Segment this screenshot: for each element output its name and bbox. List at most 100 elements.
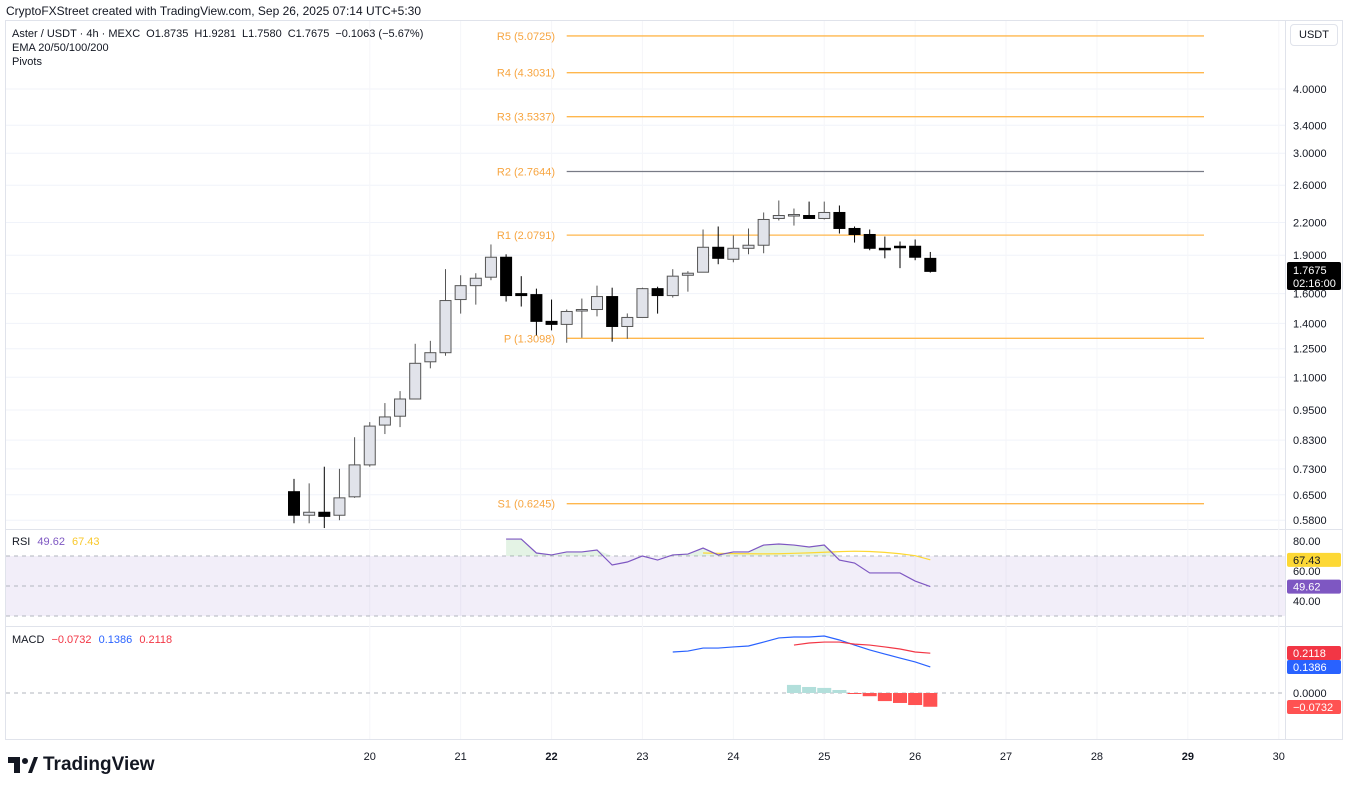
candle	[863, 229, 876, 251]
time-tick: 21	[455, 751, 467, 763]
price-tick: 1.6000	[1293, 289, 1327, 301]
price-tick: 2.2000	[1293, 217, 1327, 229]
candle-body	[621, 316, 634, 327]
candle	[303, 483, 316, 524]
current-price-label: 1.7675 02:16:00	[1287, 262, 1341, 290]
rsi-title: RSI	[12, 536, 31, 548]
candle	[424, 340, 437, 369]
candle	[333, 468, 346, 521]
rsi-tick: 60.00	[1293, 566, 1321, 578]
macd-hist-value: −0.0732	[51, 634, 92, 646]
candle	[757, 212, 770, 254]
candle-body	[681, 272, 694, 276]
low-value: L1.7580	[241, 28, 282, 40]
rsi-line	[506, 538, 931, 588]
candle-body	[757, 218, 770, 246]
indicator-ema[interactable]: EMA 20/50/100/200	[12, 42, 109, 54]
candle	[515, 276, 528, 307]
macd-hist-price-tag-bg	[1287, 700, 1341, 714]
candle-body	[348, 464, 361, 498]
time-tick: 29	[1182, 751, 1194, 763]
candle	[469, 273, 482, 305]
candle	[636, 287, 649, 318]
macd-histogram-bar	[847, 693, 862, 694]
candle	[681, 271, 694, 292]
price-tick: 1.2500	[1293, 344, 1327, 356]
rsi-ma-price-tag: 67.43	[1293, 555, 1321, 567]
candle	[363, 422, 376, 467]
price-axis[interactable]: 4.0000 3.4000 3.0000 2.6000 2.2000 1.9000 1.60…	[1287, 84, 1341, 714]
candle	[772, 200, 785, 221]
macd-histogram-bar	[786, 684, 801, 693]
time-axis[interactable]: 20 21 22 23 24 25 26 27 28 29 30	[364, 751, 1285, 763]
candle-body	[394, 398, 407, 417]
candle-body	[606, 296, 619, 327]
price-tick: 0.6500	[1293, 490, 1327, 502]
candle	[530, 288, 543, 336]
chart-credit: CryptoFXStreet created with TradingView.…	[6, 4, 422, 18]
symbol-row: Aster / USDT · 4h · MEXC O1.8735 H1.9281 L1…	[12, 27, 429, 41]
tradingview-logo-icon	[8, 757, 38, 773]
current-price-countdown: 02:16:00	[1293, 278, 1336, 290]
macd-tick: 0.0000	[1293, 688, 1327, 700]
rsi-ma-value: 67.43	[72, 536, 100, 548]
pivot-label: R1 (2.0791)	[497, 230, 555, 242]
macd-hist-price-tag: −0.0732	[1293, 702, 1333, 714]
macd-title: MACD	[12, 634, 45, 646]
candle	[288, 478, 300, 524]
grid	[6, 21, 1285, 739]
price-tick: 3.4000	[1293, 120, 1327, 132]
rsi-price-tag: 49.62	[1293, 582, 1321, 594]
candle-body	[424, 352, 437, 363]
macd-signal-value: 0.2118	[139, 634, 173, 646]
macd-histogram-bar	[862, 693, 877, 697]
macd-price-tag: 0.1386	[1293, 662, 1327, 674]
candle-body	[651, 288, 664, 297]
macd-price-tag-bg	[1287, 660, 1341, 674]
candle-body	[303, 511, 316, 516]
macd-histogram-bar	[817, 687, 832, 693]
candle-body	[439, 300, 452, 354]
candle	[818, 201, 831, 220]
current-price-value: 1.7675	[1293, 265, 1327, 277]
pivot-label: P (1.3098)	[504, 333, 555, 345]
symbol-title[interactable]: Aster / USDT · 4h · MEXC	[12, 28, 141, 40]
candle-body	[484, 256, 497, 278]
candle-body	[363, 425, 376, 466]
time-tick: 24	[727, 751, 739, 763]
macd-pane	[6, 635, 1285, 707]
candle	[591, 285, 603, 317]
tradingview-logo[interactable]: TradingView	[8, 754, 155, 776]
rsi-ma-line	[703, 550, 931, 561]
price-tick: 0.9500	[1293, 405, 1327, 417]
candle	[454, 275, 467, 314]
currency-button[interactable]: USDT	[1290, 24, 1338, 46]
candle-body	[787, 214, 800, 217]
price-tick: 0.5800	[1293, 515, 1327, 527]
indicator-pivots[interactable]: Pivots	[12, 56, 42, 68]
candle	[697, 229, 710, 273]
rsi-tick: 40.00	[1293, 596, 1321, 608]
chart-frame	[5, 20, 1343, 740]
candle	[787, 208, 800, 226]
pivot-label: R3 (3.5337)	[497, 112, 555, 124]
candle-body	[545, 320, 558, 325]
price-tick: 1.1000	[1293, 372, 1327, 384]
price-tick: 0.8300	[1293, 435, 1327, 447]
time-tick: 25	[818, 751, 830, 763]
price-tick: 1.9000	[1293, 250, 1327, 262]
candle	[666, 269, 679, 298]
rsi-legend[interactable]: RSI 49.62 67.43	[12, 536, 100, 548]
macd-legend[interactable]: MACD −0.0732 0.1386 0.2118	[12, 634, 172, 646]
macd-line-value: 0.1386	[98, 634, 133, 646]
candle-body	[454, 285, 467, 301]
candle	[803, 201, 816, 219]
candle	[712, 226, 725, 265]
candle	[894, 241, 906, 269]
candle	[394, 391, 407, 428]
pivot-label: S1 (0.6245)	[498, 499, 555, 511]
macd-signal-price-tag-bg	[1287, 646, 1341, 660]
rsi-tick: 80.00	[1293, 536, 1321, 548]
candle-body	[712, 246, 725, 259]
